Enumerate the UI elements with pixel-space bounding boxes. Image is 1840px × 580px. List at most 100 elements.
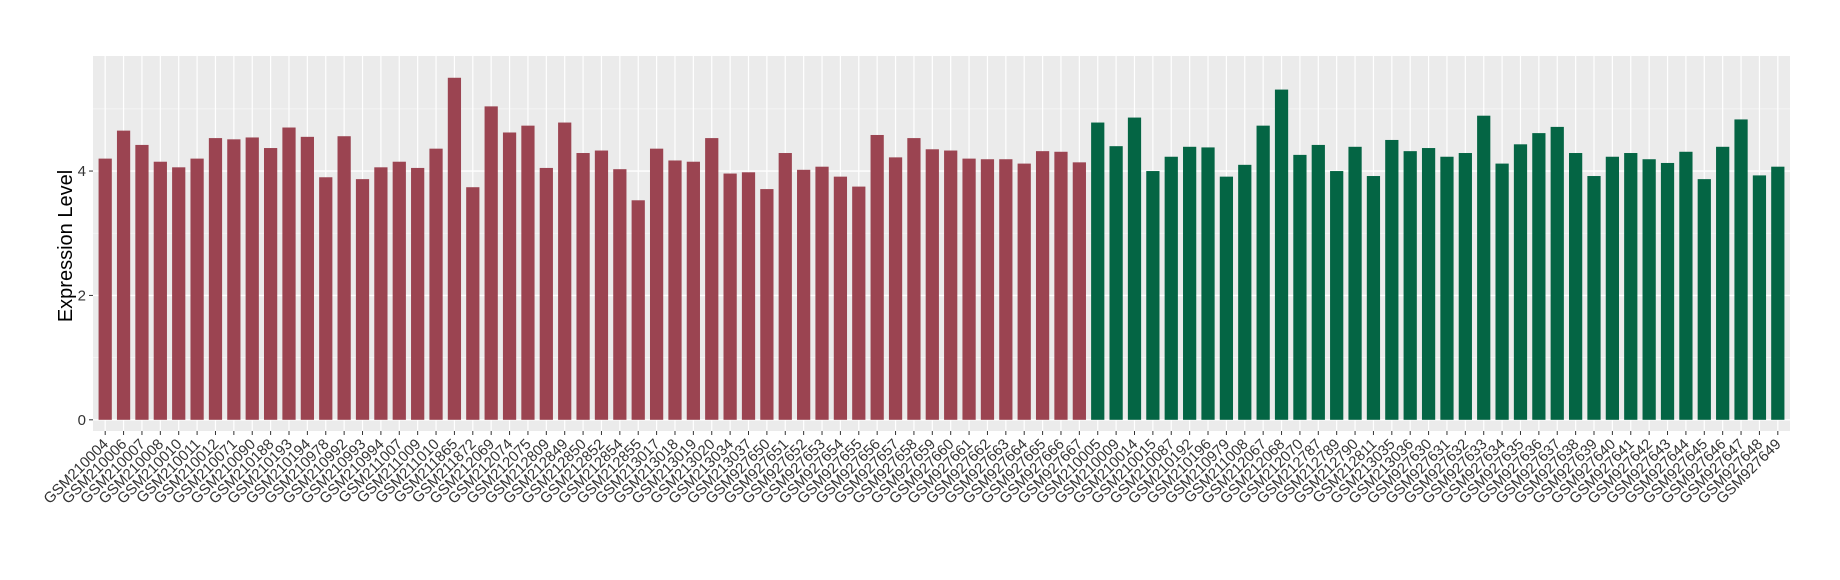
- bar-GSM210011: [190, 158, 204, 420]
- bar-GSM927645: [1697, 179, 1711, 420]
- bar-GSM927637: [1550, 126, 1564, 420]
- bar-GSM213037: [741, 172, 756, 420]
- bar-GSM927639: [1587, 176, 1601, 420]
- bar-GSM927657: [888, 157, 903, 420]
- bar-GSM927647: [1734, 119, 1748, 420]
- bar-GSM213035: [1385, 139, 1399, 420]
- bar-GSM213019: [686, 161, 700, 420]
- bar-GSM212811: [1366, 176, 1381, 420]
- bar-GSM927643: [1660, 162, 1675, 420]
- bar-GSM212855: [631, 200, 645, 420]
- bar-GSM210012: [208, 138, 223, 420]
- bar-GSM210009: [1109, 146, 1123, 420]
- bar-GSM927634: [1495, 163, 1509, 420]
- bar-GSM210979: [1219, 176, 1234, 420]
- bar-GSM927632: [1458, 153, 1472, 420]
- bar-GSM927667: [1072, 162, 1086, 420]
- bar-GSM210004: [98, 158, 112, 420]
- bar-GSM927642: [1642, 159, 1656, 420]
- bar-GSM213018: [668, 160, 682, 420]
- bar-GSM927653: [815, 166, 829, 420]
- bar-GSM210005: [1091, 122, 1105, 420]
- y-axis: 0 2 4: [78, 163, 93, 429]
- bar-GSM212068: [1274, 89, 1289, 420]
- bar-GSM212067: [1256, 125, 1270, 420]
- bar-GSM927646: [1716, 146, 1730, 420]
- bars: [98, 77, 1785, 420]
- bar-GSM210196: [1201, 147, 1215, 420]
- y-tick-label-4: 4: [78, 163, 86, 180]
- bar-GSM213036: [1403, 151, 1417, 420]
- bar-GSM927648: [1752, 175, 1767, 420]
- bar-GSM210994: [374, 167, 388, 420]
- bar-GSM927651: [778, 153, 792, 420]
- bar-GSM212790: [1348, 146, 1362, 420]
- x-axis: GSM210004GSM210006GSM210007GSM210008GSM2…: [40, 431, 1785, 507]
- bar-GSM210008: [153, 161, 167, 420]
- bar-GSM211865: [447, 77, 462, 420]
- y-tick-label-2: 2: [78, 287, 86, 304]
- bar-GSM211009: [411, 167, 425, 420]
- bar-GSM210087: [1164, 156, 1178, 420]
- bar-GSM927662: [980, 159, 995, 420]
- bar-GSM210006: [116, 130, 131, 420]
- bar-GSM210014: [1127, 117, 1142, 420]
- bar-GSM927638: [1569, 153, 1583, 420]
- bar-GSM927664: [1017, 163, 1031, 420]
- bar-GSM927666: [1054, 151, 1068, 420]
- bar-GSM927659: [925, 149, 939, 420]
- bar-GSM212854: [613, 169, 627, 420]
- bar-GSM210192: [1183, 146, 1197, 420]
- bar-GSM210188: [263, 148, 278, 420]
- bar-GSM927635: [1513, 144, 1528, 420]
- bar-GSM210090: [245, 137, 259, 420]
- bar-GSM213017: [649, 148, 664, 420]
- bar-GSM927649: [1771, 166, 1785, 420]
- bar-GSM210015: [1146, 171, 1160, 420]
- bar-GSM927631: [1440, 156, 1454, 420]
- bar-GSM212074: [502, 132, 517, 420]
- bar-GSM212069: [484, 106, 498, 420]
- bar-GSM927636: [1532, 133, 1546, 420]
- bar-GSM927640: [1605, 156, 1620, 420]
- bar-GSM212789: [1330, 171, 1344, 420]
- bar-GSM927665: [1035, 151, 1050, 420]
- bar-GSM210010: [172, 167, 186, 420]
- bar-GSM927630: [1421, 148, 1436, 420]
- bar-GSM927656: [870, 134, 884, 420]
- bar-GSM927655: [852, 186, 866, 420]
- bar-GSM210992: [337, 136, 351, 420]
- bar-GSM211008: [1238, 164, 1252, 420]
- y-tick-label-0: 0: [78, 412, 86, 429]
- bar-GSM927652: [797, 169, 811, 420]
- bar-GSM210007: [135, 144, 149, 420]
- bar-GSM213034: [723, 173, 737, 420]
- bar-GSM210993: [355, 179, 370, 420]
- bar-GSM927641: [1624, 153, 1638, 420]
- bar-GSM212070: [1293, 154, 1307, 420]
- bar-GSM211007: [392, 161, 406, 420]
- y-axis-title: Expression Level: [55, 170, 77, 322]
- bar-GSM210978: [319, 177, 333, 420]
- bar-GSM927663: [999, 159, 1013, 420]
- bar-GSM927654: [833, 176, 848, 420]
- bar-GSM212809: [539, 167, 553, 420]
- bar-GSM210194: [300, 136, 314, 420]
- bar-GSM927661: [962, 158, 976, 420]
- bar-GSM212852: [594, 150, 609, 420]
- bar-GSM211010: [429, 148, 443, 420]
- bar-GSM212850: [576, 153, 590, 420]
- bar-GSM927633: [1477, 115, 1491, 420]
- bar-GSM211872: [466, 187, 480, 420]
- bar-GSM210193: [282, 127, 296, 420]
- bar-GSM212849: [558, 122, 572, 420]
- bar-GSM212075: [521, 125, 535, 420]
- bar-GSM927650: [760, 189, 774, 420]
- bar-GSM927658: [907, 138, 921, 420]
- bar-GSM213020: [705, 138, 719, 420]
- bar-GSM210071: [227, 139, 241, 420]
- bar-GSM212787: [1311, 144, 1325, 420]
- bar-GSM927644: [1679, 151, 1693, 420]
- bar-GSM927660: [944, 150, 958, 420]
